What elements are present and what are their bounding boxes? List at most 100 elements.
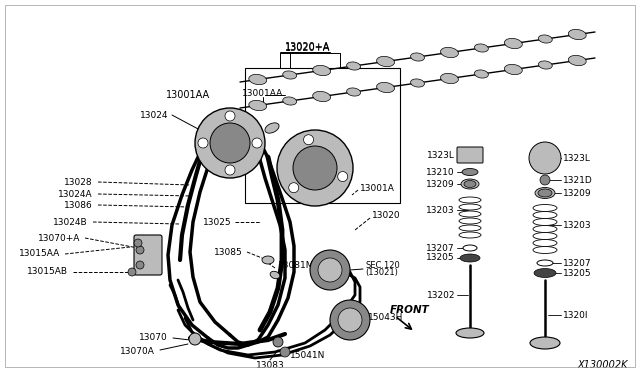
Text: 13015AB: 13015AB [27, 267, 68, 276]
Ellipse shape [459, 218, 481, 224]
Text: 13205: 13205 [426, 253, 455, 263]
Ellipse shape [249, 100, 267, 110]
Ellipse shape [459, 211, 481, 217]
Ellipse shape [265, 123, 279, 133]
Circle shape [318, 258, 342, 282]
Text: 13001AA: 13001AA [166, 90, 210, 100]
Ellipse shape [262, 256, 274, 264]
Ellipse shape [459, 225, 481, 231]
Text: 13024A: 13024A [58, 189, 93, 199]
Ellipse shape [464, 180, 476, 187]
Ellipse shape [459, 197, 481, 203]
Ellipse shape [538, 189, 552, 197]
Ellipse shape [568, 29, 586, 39]
Text: 13205: 13205 [563, 269, 591, 278]
Text: 15041N: 15041N [290, 350, 325, 359]
Circle shape [134, 239, 142, 247]
Text: 13015AA: 13015AA [19, 250, 60, 259]
Circle shape [330, 300, 370, 340]
Ellipse shape [533, 232, 557, 240]
Ellipse shape [376, 82, 394, 93]
Circle shape [225, 111, 235, 121]
Text: 13207: 13207 [563, 259, 591, 267]
Text: 13070A: 13070A [120, 347, 155, 356]
FancyBboxPatch shape [134, 235, 162, 275]
Text: 13086: 13086 [64, 201, 93, 209]
Ellipse shape [568, 55, 586, 65]
Ellipse shape [270, 271, 280, 279]
Circle shape [128, 268, 136, 276]
Text: 13020+A: 13020+A [285, 43, 331, 53]
Ellipse shape [504, 64, 522, 75]
Circle shape [136, 246, 144, 254]
Ellipse shape [533, 218, 557, 225]
Circle shape [198, 138, 208, 148]
Text: 13070+A: 13070+A [38, 234, 80, 243]
Ellipse shape [474, 70, 488, 78]
Text: 13024B: 13024B [53, 218, 88, 227]
Ellipse shape [459, 204, 481, 210]
Ellipse shape [533, 205, 557, 212]
Ellipse shape [530, 337, 560, 349]
Text: 13085: 13085 [214, 247, 243, 257]
Ellipse shape [533, 212, 557, 218]
Ellipse shape [347, 62, 360, 70]
Ellipse shape [460, 254, 480, 262]
Ellipse shape [538, 61, 552, 69]
Text: 15043H: 15043H [368, 314, 403, 323]
Text: 13210: 13210 [426, 167, 455, 176]
Text: 13001A: 13001A [360, 183, 395, 192]
Ellipse shape [313, 92, 331, 102]
Ellipse shape [462, 169, 478, 176]
Circle shape [195, 108, 265, 178]
Circle shape [293, 146, 337, 190]
Ellipse shape [534, 269, 556, 278]
Text: 13025: 13025 [204, 218, 232, 227]
Ellipse shape [537, 260, 553, 266]
Text: 13024: 13024 [140, 110, 168, 119]
Text: 13028: 13028 [65, 177, 93, 186]
Ellipse shape [410, 79, 424, 87]
Circle shape [252, 138, 262, 148]
Circle shape [277, 130, 353, 206]
Ellipse shape [440, 73, 458, 84]
Text: 13070: 13070 [140, 334, 168, 343]
Text: 13207: 13207 [426, 244, 455, 253]
Ellipse shape [459, 232, 481, 238]
Text: X130002K: X130002K [577, 360, 628, 370]
Text: 13203: 13203 [426, 205, 455, 215]
Ellipse shape [283, 97, 297, 105]
Text: 13020: 13020 [372, 211, 401, 219]
Text: 13083: 13083 [255, 360, 284, 369]
Circle shape [338, 308, 362, 332]
Text: 13209: 13209 [426, 180, 455, 189]
Ellipse shape [461, 179, 479, 189]
Ellipse shape [313, 65, 331, 76]
FancyBboxPatch shape [457, 147, 483, 163]
Text: 13001AA: 13001AA [243, 89, 284, 97]
Ellipse shape [538, 35, 552, 43]
Ellipse shape [533, 247, 557, 253]
Text: SEC.120: SEC.120 [365, 260, 400, 269]
Text: 1321D: 1321D [563, 176, 593, 185]
Circle shape [280, 347, 290, 357]
Circle shape [225, 165, 235, 175]
Text: 13202: 13202 [426, 291, 455, 299]
Ellipse shape [456, 328, 484, 338]
Text: (13021): (13021) [365, 269, 398, 278]
Text: 1323L: 1323L [563, 154, 591, 163]
Circle shape [189, 333, 201, 345]
Text: 13020+A: 13020+A [285, 42, 331, 52]
Ellipse shape [533, 225, 557, 232]
Circle shape [289, 183, 299, 193]
Text: FRONT: FRONT [390, 305, 429, 315]
Bar [245, 68, 400, 203]
Text: 13209: 13209 [563, 189, 591, 198]
Circle shape [338, 171, 348, 182]
Text: 1320I: 1320I [563, 311, 589, 320]
Ellipse shape [533, 240, 557, 247]
Ellipse shape [249, 74, 267, 84]
Circle shape [273, 337, 283, 347]
Ellipse shape [283, 71, 297, 79]
Circle shape [540, 175, 550, 185]
